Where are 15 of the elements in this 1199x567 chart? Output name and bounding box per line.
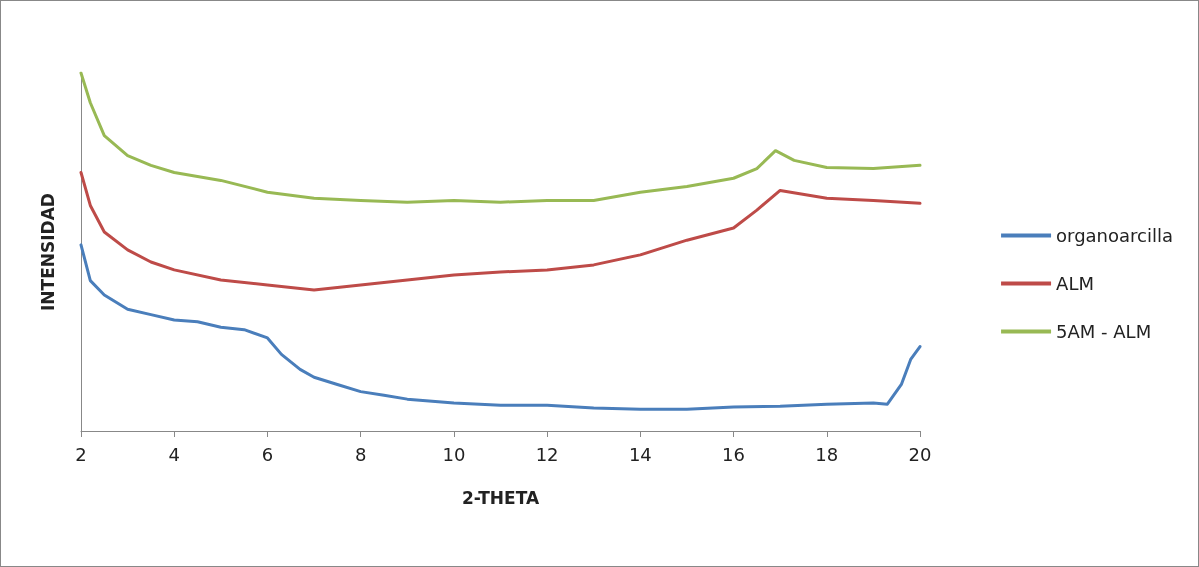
legend-label: ALM bbox=[1056, 273, 1094, 294]
legend-label: 5AM - ALM bbox=[1056, 321, 1152, 342]
x-tick-label: 6 bbox=[261, 443, 274, 465]
x-tick-label: 14 bbox=[628, 443, 652, 465]
legend-label: organoarcilla bbox=[1056, 225, 1174, 246]
x-tick-label: 12 bbox=[535, 443, 559, 465]
x-tick-label: 16 bbox=[722, 443, 746, 465]
x-axis-title: 2-THETA bbox=[461, 487, 540, 508]
x-tick-label: 4 bbox=[168, 443, 180, 465]
x-tick-label: 18 bbox=[815, 443, 839, 465]
x-tick-label: 2 bbox=[75, 443, 87, 465]
x-tick-label: 20 bbox=[908, 443, 932, 465]
x-tick-label: 10 bbox=[442, 443, 466, 465]
y-axis-title: INTENSIDAD bbox=[37, 193, 58, 311]
x-tick-label: 8 bbox=[354, 443, 367, 465]
